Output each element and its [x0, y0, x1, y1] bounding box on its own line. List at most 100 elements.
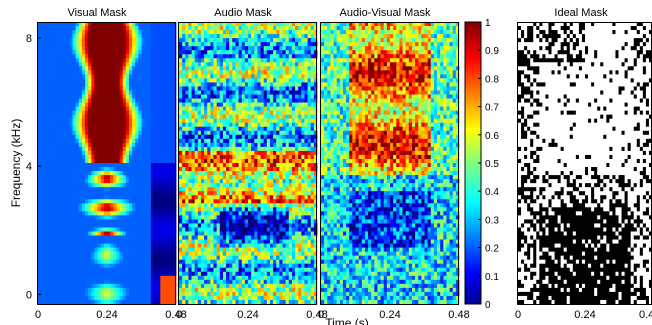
- heatmap-cell: [41, 271, 45, 277]
- heatmap-cell: [119, 179, 124, 184]
- heatmap-cell: [38, 247, 42, 253]
- heatmap-cell: [169, 191, 174, 196]
- heatmap-cell: [53, 207, 58, 212]
- heatmap-cell: [72, 167, 77, 172]
- heatmap-cell: [269, 66, 274, 71]
- heatmap-cell: [263, 175, 268, 180]
- heatmap-cell: [85, 203, 89, 208]
- heatmap-cell: [154, 54, 158, 59]
- heatmap-cell: [266, 22, 271, 27]
- heatmap-cell: [260, 102, 265, 107]
- heatmap-cell: [263, 171, 268, 176]
- heatmap-cell: [307, 42, 312, 47]
- heatmap-cell: [97, 223, 102, 228]
- heatmap-cell: [251, 167, 255, 172]
- heatmap-cell: [166, 283, 171, 289]
- heatmap-cell: [116, 211, 120, 216]
- heatmap-cell: [229, 167, 233, 172]
- heatmap-cell: [135, 126, 139, 132]
- heatmap-cell: [251, 102, 255, 107]
- heatmap-cell: [244, 163, 249, 168]
- heatmap-cell: [113, 94, 117, 99]
- heatmap-cell: [141, 255, 146, 261]
- heatmap-cell: [200, 158, 205, 164]
- heatmap-cell: [157, 90, 161, 95]
- heatmap-cell: [279, 167, 283, 172]
- heatmap-cell: [204, 150, 208, 156]
- heatmap-cell: [222, 78, 227, 83]
- heatmap-cell: [216, 187, 221, 192]
- heatmap-cell: [107, 291, 111, 297]
- heatmap-cell: [266, 54, 271, 59]
- heatmap-cell: [194, 122, 199, 128]
- heatmap-cell: [41, 150, 45, 156]
- heatmap-cell: [141, 150, 146, 156]
- heatmap-cell: [169, 267, 174, 273]
- heatmap-cell: [75, 215, 80, 220]
- heatmap-cell: [219, 90, 224, 95]
- heatmap-cell: [213, 163, 218, 168]
- heatmap-cell: [301, 102, 305, 107]
- heatmap-cell: [50, 86, 55, 91]
- heatmap-cell: [160, 106, 164, 112]
- heatmap-cell: [132, 267, 136, 273]
- heatmap-cell: [307, 158, 312, 164]
- heatmap-cell: [78, 142, 83, 148]
- heatmap-cell: [197, 82, 202, 87]
- heatmap-cell: [88, 38, 92, 43]
- heatmap-cell: [100, 26, 105, 31]
- heatmap-cell: [254, 46, 258, 51]
- heatmap-cell: [113, 227, 117, 232]
- heatmap-cell: [128, 299, 133, 305]
- heatmap-cell: [53, 30, 58, 35]
- heatmap-cell: [235, 134, 239, 140]
- heatmap-cell: [260, 114, 265, 120]
- heatmap-cell: [38, 158, 42, 164]
- heatmap-cell: [128, 50, 133, 55]
- heatmap-cell: [69, 118, 73, 124]
- heatmap-cell: [222, 195, 227, 200]
- heatmap-cell: [166, 130, 171, 136]
- heatmap-cell: [229, 130, 233, 136]
- heatmap-cell: [185, 191, 189, 196]
- heatmap-cell: [150, 62, 155, 67]
- heatmap-cell: [138, 38, 142, 43]
- heatmap-cell: [63, 86, 67, 91]
- heatmap-cell: [200, 22, 205, 27]
- heatmap-cell: [210, 122, 214, 128]
- heatmap-cell: [282, 38, 287, 43]
- heatmap-cell: [56, 138, 61, 144]
- heatmap-cell: [41, 283, 45, 289]
- heatmap-cell: [63, 106, 67, 112]
- heatmap-cell: [257, 86, 261, 91]
- heatmap-cell: [107, 154, 111, 160]
- heatmap-cell: [160, 102, 164, 107]
- heatmap-cell: [81, 158, 86, 164]
- heatmap-cell: [41, 94, 45, 99]
- heatmap-cell: [229, 42, 233, 47]
- heatmap-cell: [191, 74, 196, 79]
- heatmap-cell: [41, 203, 45, 208]
- heatmap-cell: [232, 110, 236, 116]
- heatmap-cell: [185, 38, 189, 43]
- heatmap-cell: [110, 158, 114, 164]
- heatmap-cell: [163, 203, 167, 208]
- heatmap-cell: [169, 223, 174, 228]
- heatmap-cell: [266, 42, 271, 47]
- heatmap-cell: [248, 163, 252, 168]
- heatmap-cell: [132, 122, 136, 128]
- heatmap-cell: [310, 158, 315, 164]
- heatmap-cell: [72, 299, 77, 305]
- heatmap-cell: [238, 142, 243, 148]
- heatmap-cell: [179, 175, 183, 180]
- heatmap-cell: [144, 275, 149, 281]
- heatmap-cell: [163, 130, 167, 136]
- heatmap-cell: [144, 163, 149, 168]
- heatmap-cell: [81, 163, 86, 168]
- heatmap-cell: [44, 167, 48, 172]
- heatmap-cell: [166, 207, 171, 212]
- heatmap-cell: [103, 114, 108, 120]
- heatmap-cell: [125, 58, 130, 63]
- heatmap-cell: [94, 22, 98, 27]
- heatmap-cell: [166, 134, 171, 140]
